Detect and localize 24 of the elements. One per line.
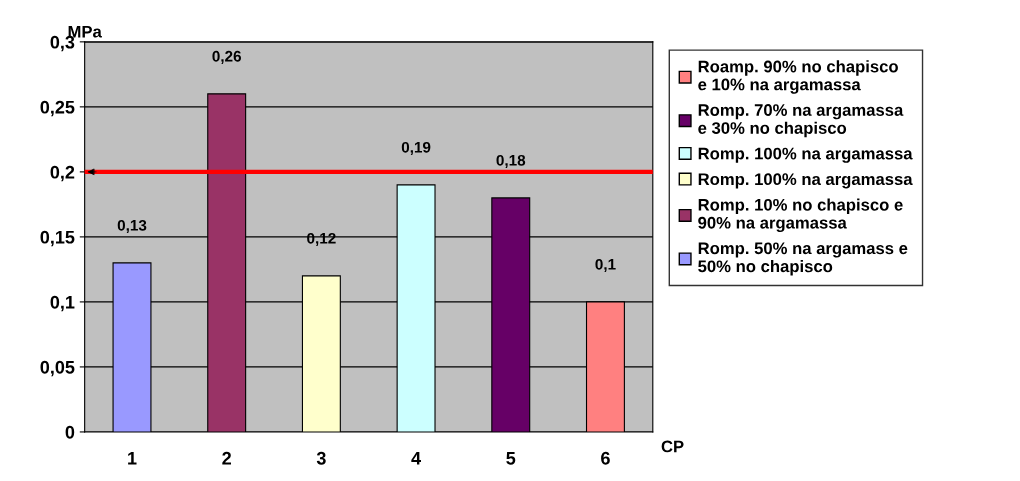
text: 0,26 [212, 50, 242, 64]
legend-label: Romp. 100% na argamassa [698, 173, 913, 189]
y-tick-label: 0,05 [40, 360, 75, 377]
text: 0,1 [595, 258, 616, 272]
text: 0,18 [496, 154, 526, 168]
y-tick-label: 0 [65, 425, 75, 439]
y-tick-label: 0,15 [40, 230, 75, 247]
legend-label: Roamp. 90% no chapisco e 10% na argamassa [698, 60, 898, 94]
x-tick-label: 3 [316, 451, 326, 465]
text: 0,19 [401, 141, 431, 155]
x-tick-label: 5 [506, 452, 516, 465]
text: 0,13 [117, 219, 147, 233]
x-tick-label: 2 [222, 451, 231, 465]
legend-label: Romp. 10% no chapisco e 90% na argamassa [698, 198, 903, 233]
legend-label: Romp. 100% na argamassa [698, 147, 913, 163]
x-tick-label: 6 [601, 451, 610, 465]
x-axis-title: CP [661, 440, 684, 453]
legend-label: Romp. 50% na argamass e 50% no chapisco [698, 242, 908, 276]
x-tick-label: 1 [128, 452, 137, 465]
y-tick-label: 0,1 [50, 295, 75, 312]
y-tick-label: 0,25 [40, 100, 75, 117]
legend-label: Romp. 70% na argamassa e 30% no chapisco [698, 104, 904, 138]
y-tick-label: 0,2 [50, 165, 75, 182]
x-tick-label: 4 [411, 452, 421, 465]
